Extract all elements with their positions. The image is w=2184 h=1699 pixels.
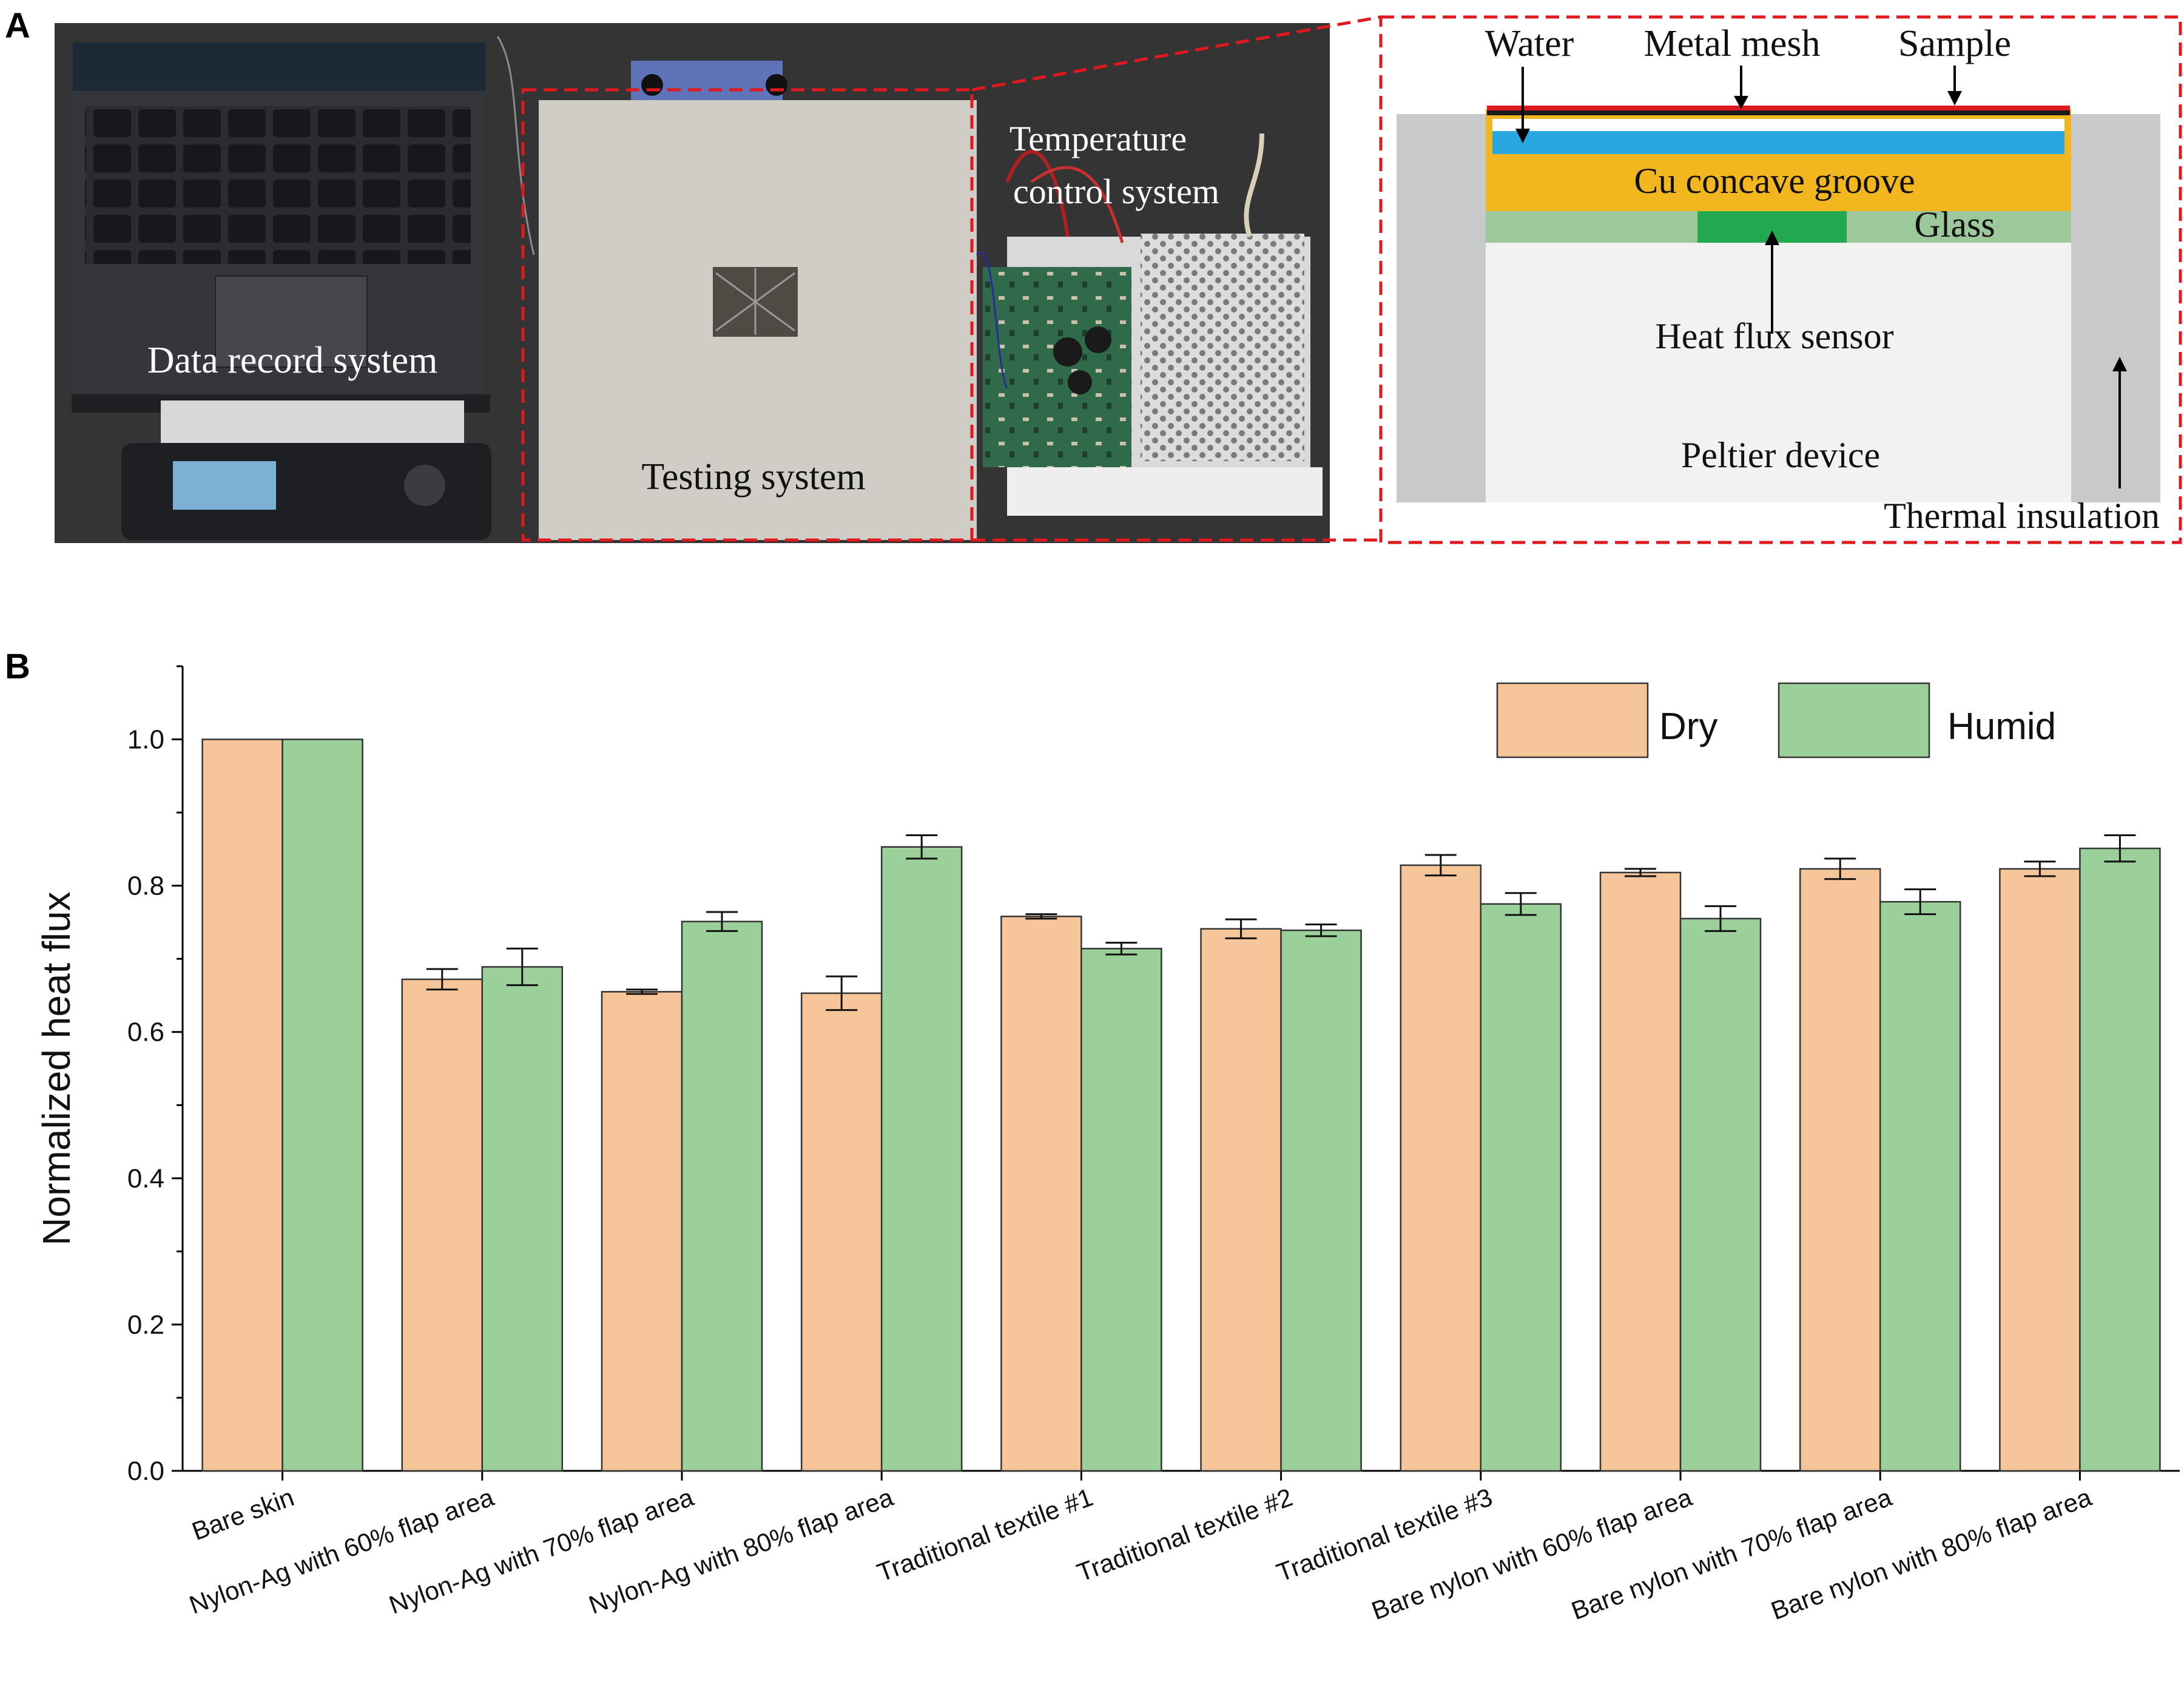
insulation-right bbox=[2071, 114, 2160, 502]
y-axis-label: Normalized heat flux bbox=[35, 891, 78, 1245]
bar-dry bbox=[800, 992, 883, 1472]
bar-dry bbox=[1200, 928, 1282, 1472]
bar-humid bbox=[1080, 948, 1162, 1472]
bar-humid bbox=[880, 846, 963, 1472]
bar-humid bbox=[681, 920, 763, 1472]
bar-humid bbox=[1280, 929, 1362, 1472]
bar-humid bbox=[281, 738, 363, 1472]
label-temperature-line1: Temperature bbox=[1009, 119, 1187, 158]
water-layer bbox=[1492, 131, 2064, 154]
bar-humid bbox=[481, 966, 564, 1472]
category-label: Traditional textile #2 bbox=[1073, 1482, 1296, 1587]
panel-a-letter: A bbox=[5, 6, 30, 46]
y-tick-label: 0.6 bbox=[127, 1018, 164, 1047]
sample-layer bbox=[1487, 109, 2070, 115]
schematic-frame bbox=[1379, 15, 2182, 544]
testing-system-frame bbox=[521, 88, 974, 542]
category-label: Bare nylon with 60% flap area bbox=[1368, 1482, 1696, 1625]
label-sample: Sample bbox=[1898, 23, 2011, 64]
bar-dry bbox=[201, 738, 283, 1472]
bar-dry bbox=[1400, 864, 1482, 1472]
label-temperature-line2: control system bbox=[1013, 172, 1219, 211]
label-glass: Glass bbox=[1914, 204, 1995, 245]
highlight-frames bbox=[521, 15, 2182, 544]
testing-board-image bbox=[539, 61, 977, 540]
label-heat-flux-sensor: Heat flux sensor bbox=[1655, 316, 1893, 356]
bar-humid bbox=[1679, 917, 1762, 1472]
label-metal-mesh: Metal mesh bbox=[1644, 23, 1821, 64]
legend-label-dry: Dry bbox=[1659, 706, 1717, 748]
category-label: Bare nylon with 80% flap area bbox=[1767, 1482, 2095, 1625]
bar-humid bbox=[1879, 900, 1961, 1472]
metal-mesh-layer bbox=[1487, 106, 2070, 110]
peltier-device bbox=[1486, 243, 2071, 502]
setup-photo bbox=[55, 23, 1330, 543]
data-logger-image bbox=[121, 400, 491, 540]
category-label: Traditional textile #1 bbox=[874, 1482, 1097, 1587]
zoom-line-top bbox=[971, 15, 1381, 92]
category-label: Bare nylon with 70% flap area bbox=[1568, 1482, 1896, 1625]
label-peltier-device: Peltier device bbox=[1681, 435, 1880, 475]
bar-dry bbox=[1799, 868, 1881, 1472]
label-cu-concave-groove: Cu concave groove bbox=[1634, 161, 1915, 201]
y-tick-label: 0.2 bbox=[127, 1310, 164, 1340]
bar-dry bbox=[401, 978, 484, 1472]
temperature-controller-image bbox=[983, 133, 1323, 516]
category-label: Bare skin bbox=[188, 1482, 298, 1545]
label-water: Water bbox=[1485, 23, 1574, 64]
y-tick-label: 0.8 bbox=[127, 871, 164, 901]
y-tick-label: 0.0 bbox=[127, 1456, 164, 1486]
label-thermal-insulation: Thermal insulation bbox=[1884, 496, 2160, 536]
bar-chart: 0.0 0.2 0.4 0.6 0.8 1.0 Normalized heat flux Ba… bbox=[35, 665, 2180, 1625]
bar-humid bbox=[1480, 903, 1562, 1472]
groove-gap bbox=[1492, 119, 2064, 131]
bar-humid bbox=[2079, 847, 2161, 1472]
label-testing-system: Testing system bbox=[641, 456, 865, 498]
laptop-image bbox=[72, 42, 490, 413]
schematic-diagram bbox=[1397, 66, 2160, 502]
bar-dry bbox=[1599, 871, 1682, 1472]
bar-dry bbox=[601, 991, 683, 1472]
label-data-record-system: Data record system bbox=[147, 340, 438, 381]
legend-swatch-dry bbox=[1496, 682, 1649, 758]
bar-dry bbox=[1999, 868, 2081, 1472]
panel-b-letter: B bbox=[5, 647, 30, 686]
y-tick-label: 0.4 bbox=[127, 1164, 164, 1194]
legend-swatch-humid bbox=[1778, 682, 1930, 758]
y-tick-label: 1.0 bbox=[127, 725, 164, 755]
insulation-left bbox=[1397, 114, 1486, 502]
legend-label-humid: Humid bbox=[1947, 706, 2056, 748]
bar-dry bbox=[1000, 916, 1082, 1472]
